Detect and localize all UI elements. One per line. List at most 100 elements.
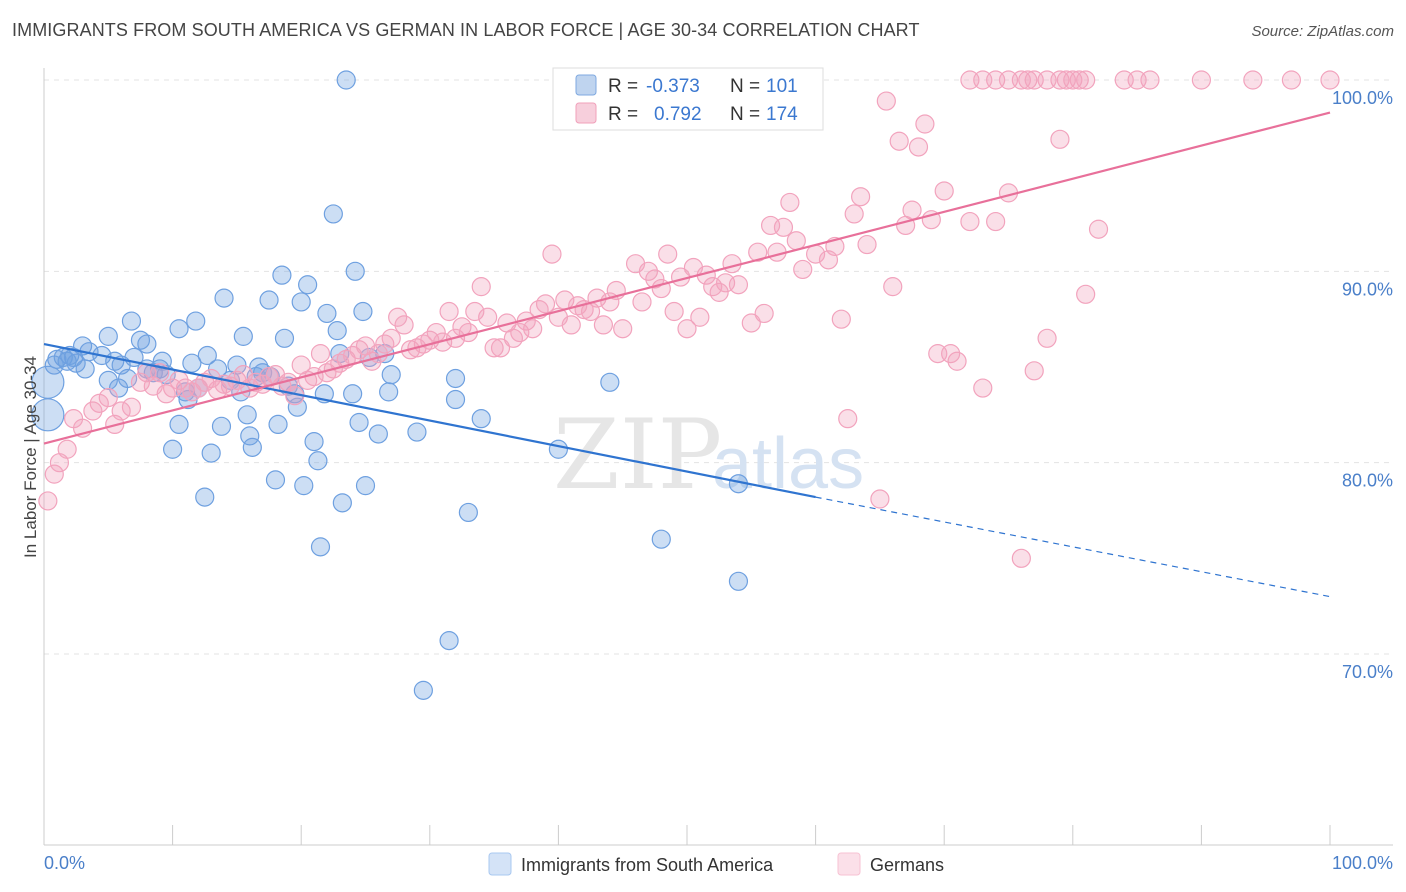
point-germans [1069,70,1089,90]
point-south-america [214,288,234,308]
point-germans [1037,328,1057,348]
y-tick-label: 100.0% [1332,88,1393,108]
point-germans [709,282,729,302]
point-germans [484,338,504,358]
point-south-america [75,359,95,379]
point-germans [857,234,877,255]
point-germans [722,254,742,274]
legend-n-label-1: N = [730,104,760,125]
point-germans [1011,548,1031,568]
point-south-america [327,321,347,341]
point-germans [645,269,665,289]
point-germans [658,244,678,264]
point-germans [111,401,131,421]
point-south-america [458,502,478,523]
legend-swatch-germans [575,102,597,124]
trend-line-south-america [43,342,816,499]
point-south-america [201,443,221,463]
bottom-legend-label-germans: Germans [870,855,944,875]
point-germans [613,319,633,339]
point-germans [388,307,408,327]
legend-r-value-1: 0.792 [654,104,702,125]
point-south-america [600,372,620,392]
point-germans [786,231,806,251]
point-germans [986,211,1006,232]
watermark-zip: ZIP [553,399,722,511]
series-germans-points [38,70,1340,568]
point-south-america [310,537,331,557]
point-germans [1281,70,1302,90]
point-germans [471,277,491,297]
point-germans [121,397,142,417]
point-south-america [169,319,189,339]
point-germans [593,315,614,335]
point-germans [535,294,556,314]
legend-r-value-0: -0.373 [646,76,700,97]
point-south-america [349,412,369,433]
bottom-legend-swatch-germans [837,852,861,876]
point-south-america [186,311,206,331]
point-germans [754,303,774,324]
point-germans [44,464,64,484]
point-germans [1191,70,1212,90]
point-south-america [163,439,183,459]
point-south-america [548,439,569,459]
point-south-america [471,409,491,429]
point-germans [690,307,710,327]
legend-n-label-0: N = [730,76,760,97]
point-south-america [233,326,253,346]
point-germans [394,315,414,335]
point-south-america [169,414,189,434]
point-germans [780,192,800,213]
legend-n-value-0: 101 [766,76,798,97]
point-germans [98,388,118,408]
point-south-america [323,204,343,224]
trend-line-south-america-projection [815,496,1331,598]
point-south-america [227,355,247,375]
point-south-america [445,389,466,410]
point-germans [542,244,562,264]
trend-lines [43,111,1331,598]
point-south-america [445,368,466,389]
point-south-america [379,382,399,402]
bottom-legend-label-south-america: Immigrants from South America [521,855,774,875]
point-germans [902,200,922,220]
point-south-america [259,290,279,310]
point-south-america [291,292,311,312]
point-germans [851,187,871,207]
point-germans [741,313,761,333]
source-label: Source: ZipAtlas.com [1251,23,1394,40]
trend-line-germans [43,111,1331,445]
point-south-america [353,301,373,322]
point-south-america [407,422,427,442]
point-germans [664,301,684,322]
bottom-legend-swatch-south-america [488,852,512,876]
point-south-america [336,70,356,90]
point-germans [439,301,459,322]
bottom-legend: Immigrants from South America Germans [488,852,944,876]
point-germans [38,491,58,511]
point-germans [1140,70,1160,90]
point-germans [793,259,813,280]
point-south-america [651,529,671,549]
point-germans [57,439,77,459]
point-south-america [237,405,257,425]
point-germans [523,319,543,339]
point-south-america [317,303,337,324]
point-south-america [117,368,138,389]
point-south-america [137,334,157,354]
point-south-america [308,451,328,471]
point-germans [941,344,961,364]
point-germans [973,378,993,398]
y-tick-label: 80.0% [1342,471,1393,491]
point-south-america [381,365,401,385]
point-germans [561,315,581,335]
point-south-america [272,265,292,285]
point-germans [381,328,401,348]
point-germans [883,277,903,297]
point-south-america [413,680,433,700]
point-germans [915,114,935,134]
point-germans [1088,219,1109,239]
point-south-america [195,487,215,507]
